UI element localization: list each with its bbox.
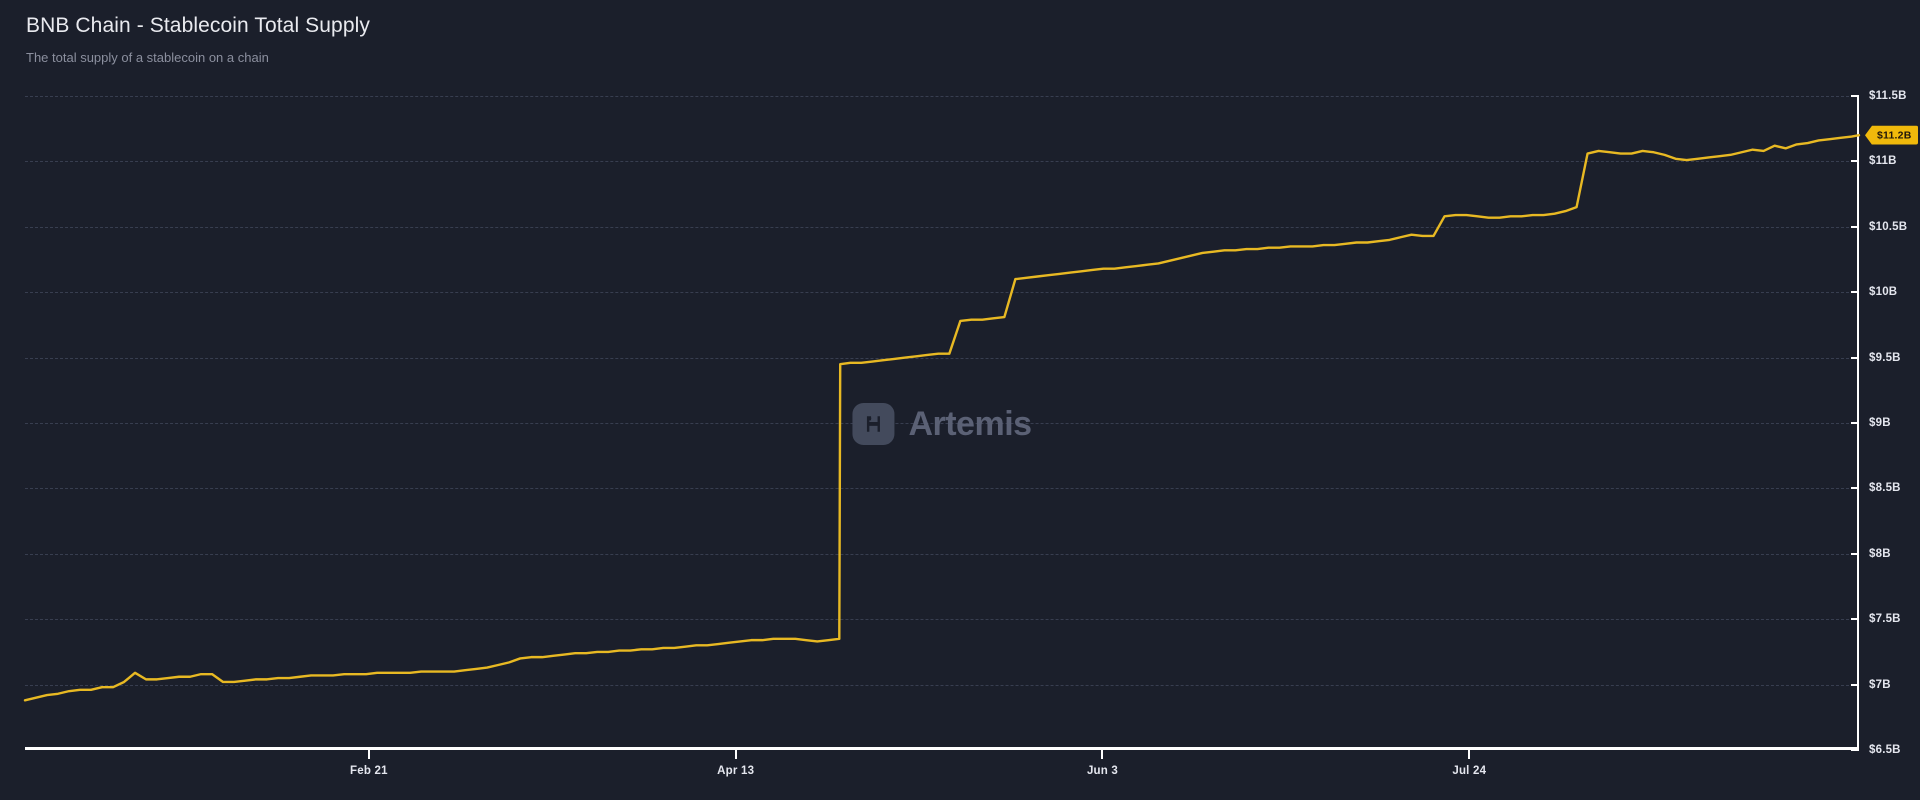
gridline xyxy=(25,96,1859,97)
y-axis-label: $7B xyxy=(1869,678,1891,691)
y-axis-label: $10.5B xyxy=(1869,220,1908,233)
gridline xyxy=(25,488,1859,490)
gridline xyxy=(25,357,1859,359)
series-line-stablecoin-total-supply xyxy=(25,96,1859,750)
gridlines-layer xyxy=(25,96,1859,750)
x-axis-line xyxy=(25,747,1859,750)
x-axis-label: Feb 21 xyxy=(350,765,388,777)
plot-area[interactable]: Artemis xyxy=(25,95,1859,759)
gridline xyxy=(25,684,1859,686)
gridline xyxy=(25,619,1859,621)
y-axis-tick xyxy=(1851,291,1859,294)
y-axis-label: $11.5B xyxy=(1869,90,1907,102)
y-axis-label: $8B xyxy=(1869,547,1891,560)
y-axis-tick xyxy=(1851,95,1859,97)
y-axis-tick xyxy=(1851,422,1859,424)
chart-header: BNB Chain - Stablecoin Total Supply The … xyxy=(26,14,370,65)
gridline xyxy=(25,553,1859,555)
gridline xyxy=(25,226,1859,228)
y-axis-tick xyxy=(1851,487,1859,490)
y-axis-line xyxy=(1857,96,1859,750)
gridline xyxy=(25,292,1859,294)
y-axis-label: $6.5B xyxy=(1869,744,1901,756)
x-axis-label: Apr 13 xyxy=(717,765,755,777)
gridline xyxy=(25,423,1859,424)
x-axis-tick xyxy=(1101,750,1104,759)
chart-subtitle: The total supply of a stablecoin on a ch… xyxy=(26,50,269,65)
y-axis-tick xyxy=(1851,618,1859,621)
y-axis-tick xyxy=(1851,225,1859,228)
last-value-badge: $11.2B xyxy=(1865,125,1919,145)
gridline xyxy=(25,161,1859,163)
y-axis-tick xyxy=(1851,683,1859,686)
x-axis-tick xyxy=(1468,750,1471,759)
x-axis-tick xyxy=(367,750,370,759)
y-axis-label: $9.5B xyxy=(1869,351,1901,364)
page-title: BNB Chain - Stablecoin Total Supply xyxy=(26,14,370,37)
y-axis-tick xyxy=(1851,749,1859,751)
y-axis-label: $11B xyxy=(1869,155,1897,168)
y-axis-label: $7.5B xyxy=(1869,613,1901,626)
x-axis-label: Jul 24 xyxy=(1452,765,1487,777)
y-axis-tick xyxy=(1851,552,1859,555)
x-axis-label: Jun 3 xyxy=(1086,765,1118,777)
y-axis-label: $8.5B xyxy=(1869,482,1901,495)
y-axis-label: $9B xyxy=(1869,417,1891,429)
y-axis-tick xyxy=(1851,356,1859,359)
x-axis-tick xyxy=(734,750,737,759)
y-axis-label: $10B xyxy=(1869,286,1898,299)
y-axis-tick xyxy=(1851,160,1859,163)
